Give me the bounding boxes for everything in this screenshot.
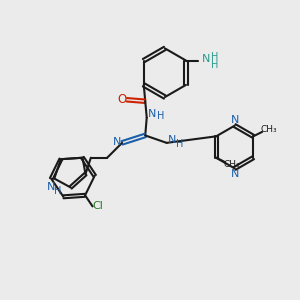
Text: N: N [148, 109, 156, 119]
Text: N: N [230, 169, 239, 179]
Text: Cl: Cl [92, 201, 104, 212]
Text: H: H [211, 52, 218, 62]
Text: H: H [157, 111, 164, 122]
Text: N: N [168, 135, 176, 145]
Text: CH₃: CH₃ [223, 160, 240, 169]
Text: N: N [230, 115, 239, 125]
Text: CH₃: CH₃ [260, 125, 277, 134]
Text: H: H [211, 60, 218, 70]
Text: H: H [54, 186, 61, 196]
Text: H: H [176, 140, 184, 149]
Text: N: N [46, 182, 55, 192]
Text: O: O [118, 93, 127, 106]
Text: N: N [112, 137, 121, 147]
Text: N: N [202, 54, 210, 64]
